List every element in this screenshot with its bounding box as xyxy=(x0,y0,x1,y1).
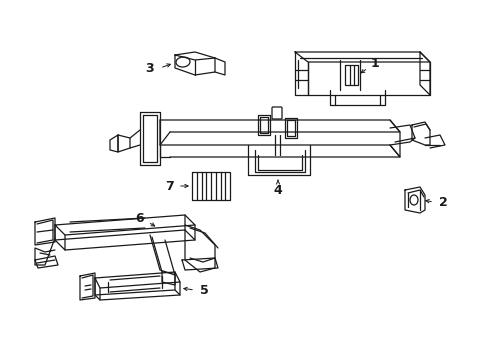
Text: 4: 4 xyxy=(273,184,282,197)
Text: 7: 7 xyxy=(165,180,174,193)
Text: 3: 3 xyxy=(145,62,154,75)
Text: 1: 1 xyxy=(370,57,379,69)
Text: 2: 2 xyxy=(438,195,447,208)
Text: 6: 6 xyxy=(135,212,144,225)
Text: 5: 5 xyxy=(199,284,208,297)
